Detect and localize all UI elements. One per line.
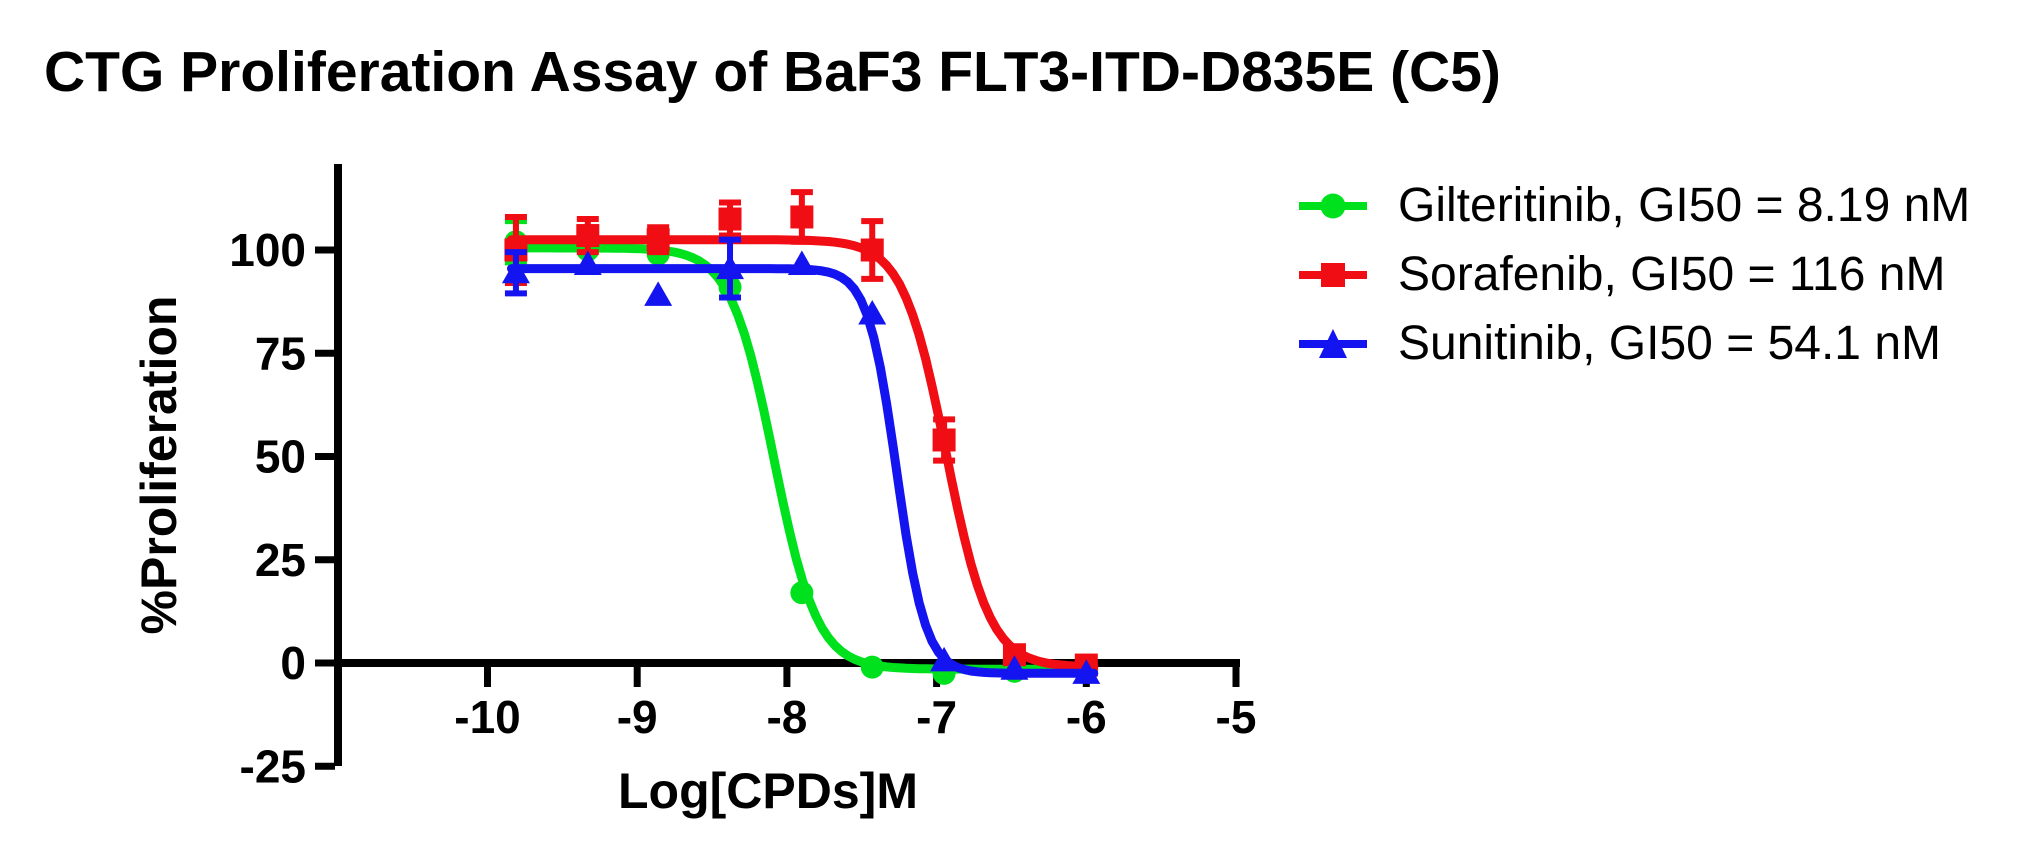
data-point [787, 250, 816, 275]
legend-item: Gilteritinib, GI50 = 8.19 nM [1296, 182, 1970, 230]
data-point [576, 224, 600, 248]
data-point [858, 300, 887, 325]
x-tick-label: -8 [766, 691, 807, 743]
data-point [716, 254, 745, 280]
data-point [573, 250, 602, 275]
chart-title: CTG Proliferation Assay of BaF3 FLT3-ITD… [44, 40, 1501, 104]
x-tick-labels: -10 -9 -8 -7 -6 -5 [454, 667, 1256, 743]
legend-label: Gilteritinib, GI50 = 8.19 nM [1398, 179, 1971, 232]
y-tick-label: 25 [255, 534, 306, 586]
legend-item: Sunitinib, GI50 = 54.1 nM [1296, 320, 1970, 368]
x-tick-label: -7 [916, 691, 957, 743]
data-point [1072, 659, 1101, 684]
y-tick-label: 100 [229, 224, 306, 276]
series-gilteritinib [504, 218, 1099, 685]
y-tick-label: 75 [255, 327, 306, 379]
x-axis-label: Log[CPDs]M [618, 763, 918, 819]
data-point [790, 581, 814, 605]
y-tick-labels: 100 75 50 25 0 -25 [229, 224, 335, 792]
legend-marker-square-icon [1299, 263, 1367, 287]
data-point [1002, 643, 1026, 667]
data-point [860, 238, 884, 262]
data-point [644, 281, 673, 306]
y-tick-label: 50 [255, 431, 306, 483]
fit-curve [507, 243, 1099, 674]
data-point [1000, 655, 1029, 680]
data-point [501, 258, 530, 284]
x-tick-label: -10 [454, 691, 520, 743]
y-axis-label: %Proliferation [131, 296, 187, 635]
x-tick-label: -6 [1066, 691, 1107, 743]
y-tick-label: -25 [240, 740, 306, 792]
data-point [860, 655, 884, 679]
x-tick-label: -5 [1216, 691, 1257, 743]
legend-label: Sorafenib, GI50 = 116 nM [1398, 248, 1946, 301]
data-point [646, 228, 670, 252]
fit-curve [507, 264, 1099, 678]
y-tick-label: 0 [280, 637, 306, 689]
data-point [930, 646, 959, 672]
data-point [932, 428, 956, 452]
data-point [790, 205, 814, 229]
legend-item: Sorafenib, GI50 = 116 nM [1296, 251, 1970, 299]
x-tick-label: -9 [617, 691, 658, 743]
data-point [718, 207, 742, 231]
chart-legend: Gilteritinib, GI50 = 8.19 nM Sorafenib, … [1296, 182, 1970, 368]
series-sunitinib [501, 236, 1101, 684]
legend-label: Sunitinib, GI50 = 54.1 nM [1398, 317, 1941, 370]
legend-marker-triangle-icon [1299, 329, 1367, 358]
legend-marker-circle-icon [1299, 193, 1367, 219]
